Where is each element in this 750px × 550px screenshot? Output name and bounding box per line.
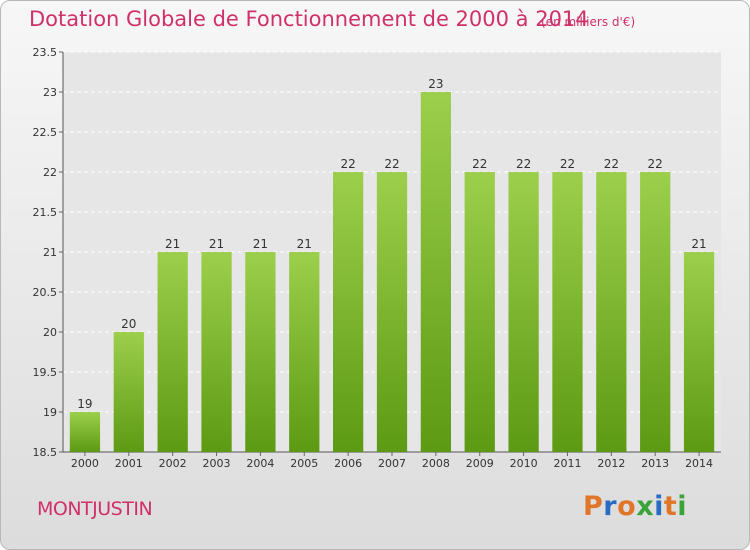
bar [69,412,101,452]
x-tick-label: 2014 [685,457,713,470]
y-tick-label: 22 [43,166,57,179]
bar-value-label: 21 [691,237,706,251]
x-tick-label: 2011 [553,457,581,470]
bar [640,172,671,452]
y-tick-label: 23.5 [33,46,58,59]
bar [420,92,452,452]
logo-letter: o [617,491,637,522]
logo-letter: x [636,491,655,522]
y-tick-label: 22.5 [33,126,58,139]
bar-value-label: 22 [340,157,355,171]
x-tick-label: 2001 [115,457,143,470]
logo-letter: r [603,491,618,522]
logo-letter: P [583,491,604,522]
bar-value-label: 22 [472,157,487,171]
x-tick-label: 2008 [422,457,450,470]
x-tick-label: 2000 [71,457,99,470]
x-tick-label: 2002 [159,457,187,470]
y-tick-label: 21.5 [33,206,58,219]
x-tick-label: 2004 [246,457,274,470]
bar-value-label: 21 [209,237,224,251]
bar [332,172,364,452]
chart-title: Dotation Globale de Fonctionnement de 20… [29,7,589,31]
y-tick-label: 21 [43,246,57,259]
bar-value-label: 22 [516,157,531,171]
bar [201,252,232,452]
y-tick-label: 19.5 [33,366,58,379]
bar [245,252,276,452]
unit-note: (en milliers d'€) [541,15,636,29]
bar [683,252,715,452]
x-tick-label: 2012 [597,457,625,470]
y-tick-label: 20 [43,326,57,339]
bar-value-label: 20 [121,317,136,331]
x-tick-label: 2005 [290,457,318,470]
bar [113,332,144,452]
commune-name: MONTJUSTIN [37,498,153,520]
bar [157,252,188,452]
y-tick-label: 19 [43,406,57,419]
logo-letter: i [677,491,688,522]
x-tick-label: 2003 [203,457,231,470]
bar-value-label: 22 [648,157,663,171]
y-tick-label: 20.5 [33,286,58,299]
x-tick-label: 2007 [378,457,406,470]
bar-value-label: 21 [165,237,180,251]
proxiti-logo: Proxiti [583,491,687,522]
y-tick-label: 23 [43,86,57,99]
bar-value-label: 21 [253,237,268,251]
bar [552,172,583,452]
bar-value-label: 22 [560,157,575,171]
bar [508,172,539,452]
bar [596,172,627,452]
bar [289,252,320,452]
bar [464,172,495,452]
bar-value-label: 22 [604,157,619,171]
x-tick-label: 2006 [334,457,362,470]
bar-value-label: 19 [77,397,92,411]
x-tick-label: 2010 [510,457,538,470]
logo-letter: i [654,491,664,522]
bar-value-label: 23 [428,77,443,91]
x-tick-label: 2013 [641,457,669,470]
x-tick-label: 2009 [466,457,494,470]
y-tick-label: 18.5 [33,446,58,459]
bar-value-label: 21 [297,237,312,251]
bar [376,172,408,452]
bar-value-label: 22 [384,157,399,171]
logo-letter: t [663,491,678,522]
